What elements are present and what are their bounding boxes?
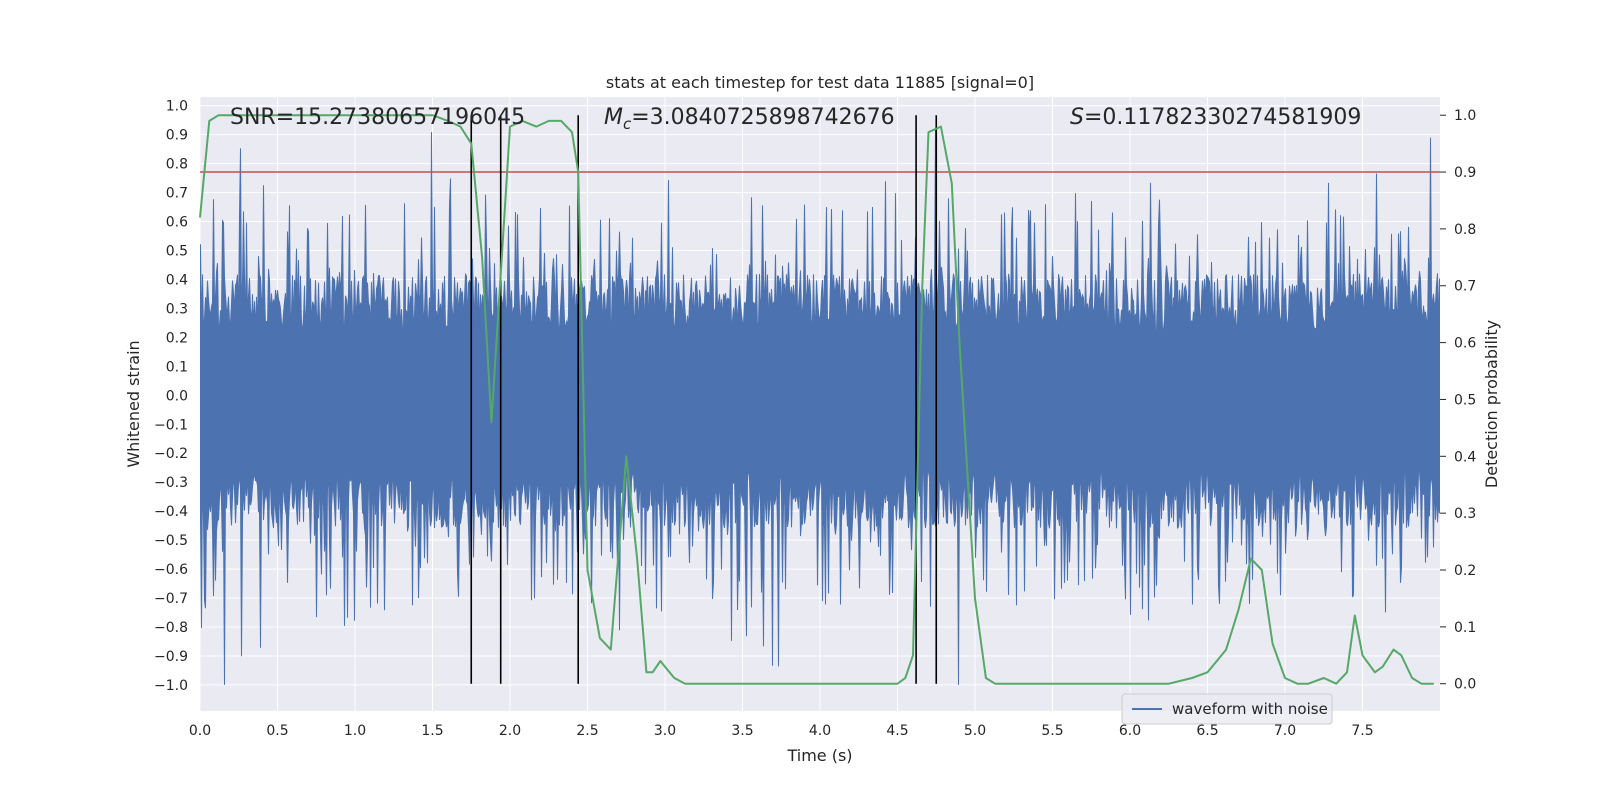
snr-annotation: SNR=15.27380657196045 [230, 105, 525, 130]
x-tick-label: 1.5 [421, 723, 443, 739]
x-tick-label: 7.5 [1351, 723, 1373, 739]
y-tick-label-right: 0.6 [1454, 336, 1476, 352]
y-tick-label-right: 0.8 [1454, 222, 1476, 238]
y-tick-label-left: −0.9 [154, 649, 188, 665]
legend: waveform with noise [1121, 693, 1333, 725]
y-tick-label-left: 1.0 [166, 99, 188, 115]
x-tick-label: 7.0 [1274, 723, 1296, 739]
x-tick-label: 3.5 [731, 723, 753, 739]
y-tick-label-left: −0.5 [154, 533, 188, 549]
y-axis-label-left: Whitened strain [124, 340, 143, 467]
y-tick-label-left: 0.9 [166, 128, 188, 144]
y-tick-label-left: 0.8 [166, 157, 188, 173]
x-tick-label: 0.5 [266, 723, 288, 739]
y-tick-label-left: 0.6 [166, 215, 188, 231]
y-tick-label-left: 0.7 [166, 186, 188, 202]
chirp-mass-annotation: Mc=3.0840725898742676 [604, 105, 895, 133]
y-tick-label-right: 0.1 [1454, 620, 1476, 636]
y-tick-label-left: 0.5 [166, 244, 188, 260]
y-tick-label-right: 0.3 [1454, 506, 1476, 522]
x-tick-label: 2.0 [499, 723, 521, 739]
y-tick-label-right: 1.0 [1454, 108, 1476, 124]
y-tick-label-left: −1.0 [154, 678, 188, 694]
x-tick-label: 4.5 [886, 723, 908, 739]
x-tick-label: 6.5 [1196, 723, 1218, 739]
y-axis-label-right: Detection probability [1482, 320, 1501, 488]
y-tick-label-left: −0.2 [154, 446, 188, 462]
y-tick-label-left: −0.4 [154, 504, 188, 520]
waveform-series [200, 128, 1440, 685]
x-tick-label: 1.0 [344, 723, 366, 739]
y-tick-label-left: 0.1 [166, 359, 188, 375]
y-tick-label-right: 0.4 [1454, 449, 1476, 465]
y-tick-label-right: 0.7 [1454, 279, 1476, 295]
y-ticks-right: 1.0 0.9 0.8 0.7 0.6 0.5 0.4 0.3 0.2 0.1 0.0 [1440, 108, 1476, 693]
y-tick-label-right: 0.5 [1454, 392, 1476, 408]
x-tick-label: 3.0 [654, 723, 676, 739]
y-tick-label-left: 0.2 [166, 330, 188, 346]
y-tick-label-right: 0.9 [1454, 165, 1476, 181]
y-ticks-left: 1.0 0.9 0.8 0.7 0.6 0.5 0.4 0.3 0.2 0.1 0.0 −0.1 −0.… [154, 99, 188, 694]
probability-line [199, 114, 1434, 685]
y-tick-label-left: −0.7 [154, 591, 188, 607]
legend-label: waveform with noise [1172, 700, 1328, 718]
legend-box [1121, 693, 1333, 725]
x-tick-label: 4.0 [809, 723, 831, 739]
y-tick-label-left: 0.0 [166, 388, 188, 404]
y-tick-label-left: 0.3 [166, 301, 188, 317]
chart-title: stats at each timestep for test data 118… [606, 73, 1034, 92]
y-tick-label-left: −0.1 [154, 417, 188, 433]
x-axis-label: Time (s) [786, 746, 852, 765]
x-tick-label: 6.0 [1119, 723, 1141, 739]
x-tick-label: 5.0 [964, 723, 986, 739]
y-tick-label-right: 0.0 [1454, 677, 1476, 693]
x-tick-label: 5.5 [1041, 723, 1063, 739]
y-tick-label-right: 0.2 [1454, 563, 1476, 579]
waveform-envelope [200, 128, 1440, 685]
s-annotation: S=0.11782330274581909 [1070, 105, 1361, 130]
y-tick-label-left: 0.4 [166, 272, 188, 288]
y-tick-label-left: −0.3 [154, 475, 188, 491]
x-ticks: 0.0 0.5 1.0 1.5 2.0 2.5 3.0 3.5 4.0 4.5 5.0 5.5 6.0 6… [189, 723, 1374, 739]
x-tick-label: 0.0 [189, 723, 211, 739]
y-tick-label-left: −0.6 [154, 562, 188, 578]
probability-series [199, 114, 1434, 685]
x-tick-label: 2.5 [576, 723, 598, 739]
y-tick-label-left: −0.8 [154, 620, 188, 636]
